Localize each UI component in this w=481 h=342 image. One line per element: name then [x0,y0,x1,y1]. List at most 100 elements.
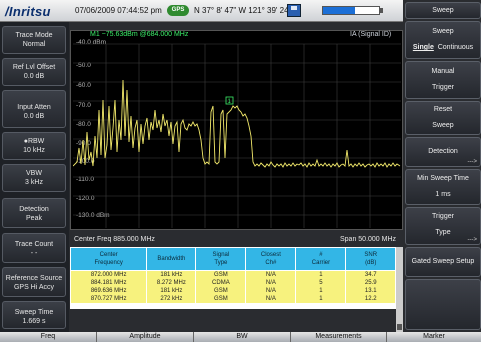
cell-snr: 34.7 [345,270,396,279]
rbw-button[interactable]: ●RBW 10 kHz [2,132,66,160]
table-row[interactable]: 870.727 MHz 272 kHz GSM N/A 1 12.2 [69,295,396,303]
sweep-time-button[interactable]: Sweep Time 1.669 s [2,301,66,329]
tab-bw[interactable]: BW [194,332,291,342]
spectrum-trace [73,79,401,168]
tab-measurements[interactable]: Measurements [291,332,387,342]
battery-level [323,7,355,14]
rbw-label: ●RBW [23,138,45,145]
status-bar [0,0,403,22]
y-tick-label: -60.0 [76,82,91,89]
left-parameter-panel: Trace Mode Normal Ref Lvl Offset 0.0 dB In… [0,22,69,332]
cell-carrier: 1 [295,287,347,295]
col-header-center-frequency: Center Frequency [69,247,148,271]
detection-label: Detection [19,206,49,213]
table-row-empty [69,303,396,309]
cell-bandwidth: 181 kHz [146,270,197,279]
cell-center-frequency: 884.181 MHz [69,279,148,287]
table-row[interactable]: 869.636 MHz 181 kHz GSM N/A 1 13.1 [69,287,396,295]
save-icon[interactable] [287,4,301,17]
detection-value: Peak [26,215,42,222]
trace-count-label: Trace Count [14,241,54,248]
ref-lvl-offset-button[interactable]: Ref Lvl Offset 0.0 dB [2,58,66,86]
trace-mode-value: Normal [22,41,46,48]
col-header-snr: SNR (dB) [345,247,396,271]
table-row[interactable]: 884.181 MHz 8.272 MHz CDMA N/A 5 25.9 [69,279,396,287]
tab-marker[interactable]: Marker [387,332,481,342]
gated-sweep-setup-button[interactable]: Gated Sweep Setup [405,247,481,277]
cell-snr: 13.1 [345,287,396,295]
empty-softkey[interactable] [405,279,481,330]
cell-bandwidth: 181 kHz [146,287,197,295]
y-tick-label: -50.0 [76,62,91,69]
cell-center-frequency: 870.727 MHz [69,295,148,303]
table-scroll-down-icon[interactable] [397,324,402,330]
cell-signal-type: CDMA [195,279,247,287]
cell-bandwidth: 8.272 MHz [146,279,197,287]
y-tick-label: -110.0 [76,176,94,183]
detection-menu-button[interactable]: Detection ---> [405,137,481,167]
span-readout: Span 50.000 MHz [340,236,397,243]
tab-freq[interactable]: Freq [0,332,97,342]
cell-carrier: 5 [295,279,347,287]
trigger-type-sublabel: Type [435,229,451,236]
manual-trigger-button[interactable]: Manual Trigger [405,61,481,99]
trigger-type-button[interactable]: Trigger Type ---> [405,207,481,245]
marker-1-label: 1 [228,99,232,105]
spectrum-trace-plot: 1 [73,43,401,228]
col-header-carrier: # Carrier [295,247,347,271]
cell-signal-type: GSM [195,295,247,303]
min-sweep-time-label: Min Sweep Time [417,175,469,182]
cell-closest-ch: N/A [245,279,297,287]
min-sweep-time-button[interactable]: Min Sweep Time 1 ms [405,169,481,205]
tab-amplitude[interactable]: Amplitude [97,332,194,342]
cell-snr: 25.9 [345,279,396,287]
vbw-value: 3 kHz [25,179,43,186]
reference-source-value: GPS Hi Accy [13,284,55,291]
ref-lvl-offset-label: Ref Lvl Offset [12,64,56,71]
min-sweep-time-value: 1 ms [435,191,451,198]
sweep-mode-label: Sweep [432,28,454,35]
sweep-time-value: 1.669 s [22,318,46,325]
trigger-type-label: Trigger [432,213,454,220]
cell-center-frequency: 869.636 MHz [69,287,148,295]
graph-gridlines [73,43,401,228]
manual-trigger-label: Manual [431,68,455,75]
col-header-signal-type: Signal Type [195,247,247,271]
trace-count-value: - - [30,250,38,257]
trace-count-button[interactable]: Trace Count - - [2,233,66,263]
cell-signal-type: GSM [195,270,247,279]
datetime: 07/06/2009 07:44:52 pm [75,6,162,15]
table-scrollbar[interactable] [396,247,403,332]
detection-menu-label: Detection [428,148,458,155]
reset-sweep-sublabel: Sweep [432,122,454,129]
cell-closest-ch: N/A [245,270,297,279]
y-tick-label: -130.0 dBm [76,212,110,219]
sweep-mode-button[interactable]: Sweep Single Continuous [405,21,481,59]
input-atten-button[interactable]: Input Atten 0.0 dB [2,90,66,128]
trace-mode-button[interactable]: Trace Mode Normal [2,26,66,54]
center-freq-readout: Center Freq 885.000 MHz [74,236,155,243]
vbw-button[interactable]: VBW 3 kHz [2,164,66,192]
cell-closest-ch: N/A [245,287,297,295]
ref-lvl-offset-value: 0.0 dB [23,73,45,80]
battery-icon [322,6,380,15]
detection-button[interactable]: Detection Peak [2,198,66,228]
table-header-row: Center Frequency Bandwidth Signal Type Clo… [69,247,396,271]
gps-coordinates: N 37° 8' 47" W 121° 39' 24" [194,6,292,15]
reference-source-button[interactable]: Reference Source GPS Hi Accy [2,267,66,297]
reset-sweep-button[interactable]: Reset Sweep [405,101,481,135]
vbw-label: VBW [26,170,42,177]
gated-sweep-setup-label: Gated Sweep Setup [411,258,475,265]
rbw-value: 10 kHz [23,147,45,154]
cell-carrier: 1 [295,270,347,279]
cell-carrier: 1 [295,295,347,303]
sweep-continuous-option: Continuous [437,44,474,51]
input-atten-value: 0.0 dB [23,113,45,120]
sweep-time-label: Sweep Time [14,309,54,316]
submenu-arrow-icon: ---> [467,237,478,243]
table-row[interactable]: 872.000 MHz 181 kHz GSM N/A 1 34.7 [69,270,396,279]
measurement-mode: IA (Signal ID) [350,31,392,38]
cell-snr: 12.2 [345,295,396,303]
y-tick-label: -70.0 [76,102,91,109]
trace-mode-label: Trace Mode [15,32,53,39]
